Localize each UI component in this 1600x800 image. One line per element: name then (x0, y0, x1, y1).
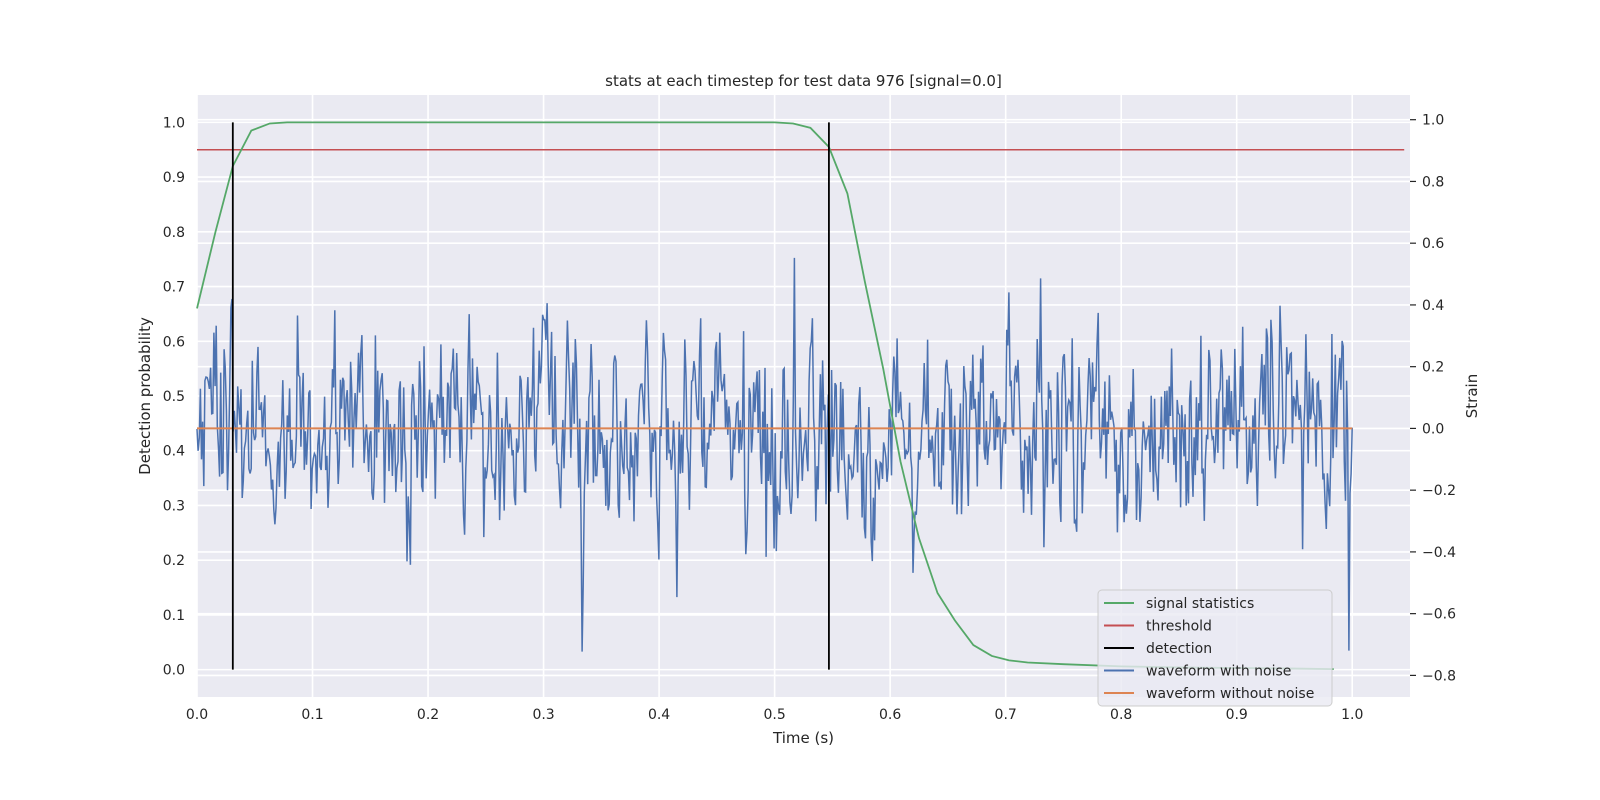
y-right-tick-label: −0.6 (1422, 607, 1456, 623)
y-right-tick-label: 0.8 (1422, 174, 1444, 190)
x-tick-label: 0.4 (648, 707, 670, 723)
legend-entry: threshold (1146, 619, 1212, 635)
x-tick-label: 0.9 (1226, 707, 1248, 723)
y-right-tick-label: −0.8 (1422, 668, 1456, 684)
y-right-tick-label: 0.0 (1422, 421, 1444, 437)
y-right-tick-label: 0.2 (1422, 360, 1444, 376)
y-left-tick-label: 0.2 (163, 553, 185, 569)
y-left-tick-label: 0.7 (163, 280, 185, 296)
y-axis-left-label: Detection probability (136, 317, 154, 475)
y-left-tick-label: 0.0 (163, 663, 185, 679)
x-tick-label: 0.1 (301, 707, 323, 723)
y-right-tick-label: −0.2 (1422, 483, 1456, 499)
x-tick-label: 0.3 (532, 707, 554, 723)
y-right-tick-label: 0.6 (1422, 236, 1444, 252)
legend-entry: waveform with noise (1146, 664, 1291, 680)
waveform-with-noise-line (196, 257, 1353, 652)
signal-statistics-line (196, 121, 1334, 670)
legend-entry: detection (1146, 641, 1212, 657)
y-left-tick-label: 0.8 (163, 225, 185, 241)
x-tick-label: 0.6 (879, 707, 901, 723)
y-left-tick-label: 0.9 (163, 170, 185, 186)
y-axis-right: −0.8 −0.6 −0.4 −0.2 0.0 0.2 0.4 0.6 0.8 1.0 (1410, 113, 1456, 684)
x-tick-label: 0.5 (763, 707, 785, 723)
y-axis-left: 0.0 0.1 0.2 0.3 0.4 0.5 0.6 0.7 0.8 0.9 1.0 (163, 115, 185, 678)
grid (196, 95, 1410, 697)
x-tick-label: 1.0 (1341, 707, 1363, 723)
legend-entry: waveform without noise (1146, 686, 1314, 702)
x-axis-label: Time (s) (772, 729, 834, 747)
y-left-tick-label: 0.4 (163, 444, 185, 460)
y-left-tick-label: 1.0 (163, 115, 185, 131)
y-left-tick-label: 0.3 (163, 498, 185, 514)
y-axis-right-label: Strain (1463, 374, 1481, 418)
series-layer (196, 121, 1405, 670)
y-right-tick-label: −0.4 (1422, 545, 1456, 561)
y-left-tick-label: 0.1 (163, 608, 185, 624)
y-left-tick-label: 0.6 (163, 334, 185, 350)
x-axis: 0.0 0.1 0.2 0.3 0.4 0.5 0.6 0.7 0.8 0.9 1.0 (186, 707, 1364, 723)
x-tick-label: 0.8 (1110, 707, 1132, 723)
x-tick-label: 0.0 (186, 707, 208, 723)
y-right-tick-label: 0.4 (1422, 298, 1444, 314)
legend-entry: signal statistics (1146, 596, 1254, 612)
y-right-tick-label: 1.0 (1422, 113, 1444, 129)
chart-title: stats at each timestep for test data 976… (605, 72, 1002, 90)
x-tick-label: 0.2 (417, 707, 439, 723)
legend-box (1097, 589, 1333, 707)
y-left-tick-label: 0.5 (163, 389, 185, 405)
legend: signal statistics threshold detection wavef… (1097, 589, 1333, 707)
x-tick-label: 0.7 (995, 707, 1017, 723)
